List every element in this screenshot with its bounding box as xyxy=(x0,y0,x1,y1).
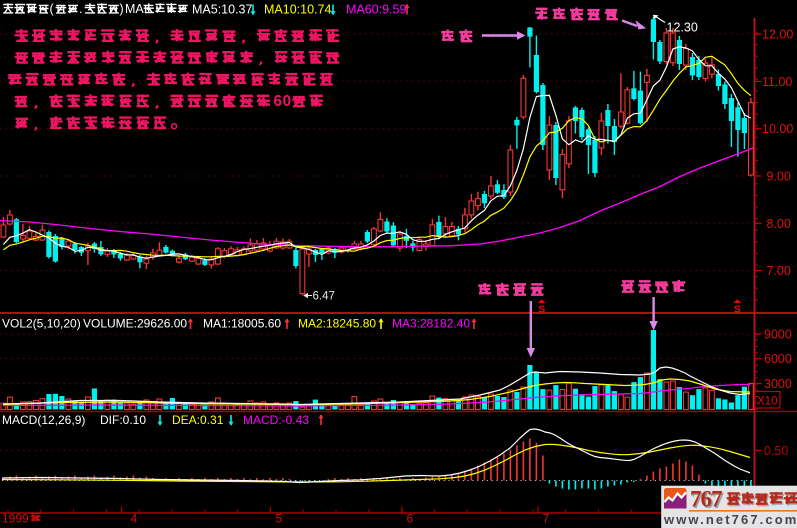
svg-text:7: 7 xyxy=(543,512,550,526)
svg-text:12.00: 12.00 xyxy=(762,28,793,42)
svg-text:S: S xyxy=(538,304,545,316)
svg-text:www.net767.com: www.net767.com xyxy=(663,512,797,527)
svg-text:767: 767 xyxy=(692,488,724,513)
svg-text:11.00: 11.00 xyxy=(762,75,792,89)
svg-text:6.47: 6.47 xyxy=(313,291,335,303)
svg-text:6: 6 xyxy=(274,93,283,110)
svg-text:12.30: 12.30 xyxy=(667,21,698,35)
svg-text:0.50: 0.50 xyxy=(764,444,788,458)
svg-text:VOL2(5,10,20): VOL2(5,10,20) xyxy=(2,317,81,331)
svg-text:MACD:-0.43: MACD:-0.43 xyxy=(243,413,309,427)
svg-text:8.00: 8.00 xyxy=(767,217,791,231)
svg-text:4: 4 xyxy=(131,512,138,526)
svg-text:767: 767 xyxy=(690,487,722,512)
svg-text:1999: 1999 xyxy=(2,512,29,526)
svg-text:MACD(12,26,9): MACD(12,26,9) xyxy=(2,413,85,427)
svg-text:9.00: 9.00 xyxy=(767,170,791,184)
svg-text:DIF:0.10: DIF:0.10 xyxy=(100,413,146,427)
svg-text:6: 6 xyxy=(407,512,414,526)
svg-text:(: ( xyxy=(50,2,55,16)
svg-text:7.00: 7.00 xyxy=(767,264,791,278)
svg-text:.: . xyxy=(79,2,82,16)
svg-text:X10: X10 xyxy=(757,396,777,408)
svg-text:10.00: 10.00 xyxy=(762,122,793,136)
svg-text:MA2:18245.80: MA2:18245.80 xyxy=(298,317,376,331)
svg-text:3000: 3000 xyxy=(764,377,792,391)
svg-text:MA3:28182.40: MA3:28182.40 xyxy=(392,317,470,331)
svg-text:MA10:10.74: MA10:10.74 xyxy=(264,2,331,16)
svg-text:0: 0 xyxy=(283,93,292,110)
svg-text:): ) xyxy=(120,2,124,16)
svg-text:6000: 6000 xyxy=(764,352,792,366)
svg-text:DEA:0.31: DEA:0.31 xyxy=(172,413,224,427)
svg-text:VOLUME:29626.00: VOLUME:29626.00 xyxy=(83,317,187,331)
svg-text:5: 5 xyxy=(276,512,283,526)
svg-text:MA60:9.59: MA60:9.59 xyxy=(346,2,407,16)
svg-text:MA: MA xyxy=(125,2,144,16)
svg-text:S: S xyxy=(734,304,741,316)
svg-text:MA5:10.37: MA5:10.37 xyxy=(192,2,253,16)
svg-text:9000: 9000 xyxy=(764,328,792,342)
svg-text:MA1:18005.60: MA1:18005.60 xyxy=(203,317,281,331)
